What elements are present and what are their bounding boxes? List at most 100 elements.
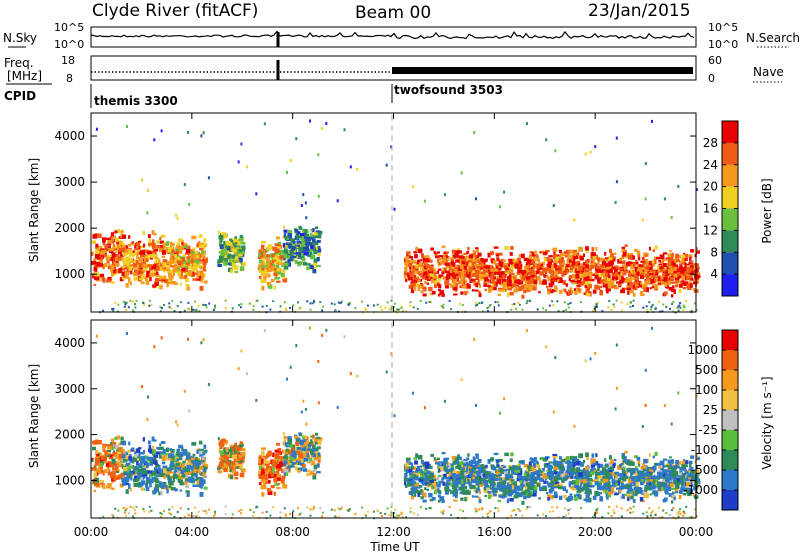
velocity-cell-6 [532,462,536,468]
velocity-cell-6 [454,456,459,461]
power-cell-3 [239,266,245,271]
power-cell-6 [565,249,570,255]
velocity-cell-2 [199,440,203,445]
power-cell-6 [688,262,693,265]
velocity-cell-3 [228,464,232,468]
power-cell-5 [301,241,306,245]
noise-frame [90,26,697,48]
power-cell-6 [608,278,613,282]
power-cell-0 [94,254,100,259]
velocity-cell-3 [240,451,246,457]
velocity-cell-1 [126,474,131,479]
velocity-cell-4 [261,491,265,497]
velocity-cell-0 [102,484,106,489]
power-cell-near [695,309,698,312]
power-cell-near [117,303,120,306]
power-cell-0 [102,277,106,283]
power-cell-1 [159,249,163,253]
power-cell-6 [424,271,428,276]
power-cell-6 [533,273,537,278]
velocity-cell-6 [471,478,477,484]
power-cell-6 [647,264,651,267]
power-cell-6 [444,284,449,289]
power-cell-6 [438,255,444,258]
power-cell-6 [498,288,504,292]
power-cell-6 [435,255,439,259]
velocity-cell-5 [316,463,320,468]
power-cell-6 [425,271,431,275]
velocity-cell-5 [306,472,310,477]
velocity-cell-4 [273,478,278,482]
power-cell-6 [604,283,608,288]
velocity-cell-5 [287,436,292,441]
power-cell-6 [530,252,534,256]
velocity-cell-5 [316,446,321,450]
power-cell-5 [293,256,297,259]
velocity-cell-5 [315,441,318,445]
velocity-cell-0 [120,461,123,464]
velocity-cell-1 [145,480,151,484]
power-cell-1 [130,254,133,257]
power-cell-6 [492,278,495,284]
velocity-cell-1 [155,451,160,455]
power-cell-6 [467,260,472,263]
power-cell-5 [294,229,299,232]
power-cell-3 [239,239,243,245]
power-cell-3 [218,235,224,240]
velocity-cell-6 [408,490,413,495]
velocity-cell-0 [106,485,111,489]
power-cell-near [388,308,391,310]
power-cell-6 [559,264,564,268]
velocity-cell-5 [303,468,308,472]
power-cell-6 [648,265,653,271]
velocity-cell-5 [309,448,314,451]
velocity-cell-6 [660,467,664,472]
power-cell-6 [493,287,497,291]
velocity-cell-2 [181,462,186,465]
velocity-cell-6 [679,489,683,494]
power-cell-6 [568,256,573,260]
velocity-cell-6 [557,476,563,481]
power-cell-6 [471,270,475,274]
power-cell-6 [669,257,672,261]
velocity-cell-6 [413,457,417,460]
power-cell-2 [173,269,179,272]
velocity-cell-6 [480,470,485,474]
power-cell-2 [190,251,195,254]
power-cell-sparse [317,194,320,198]
power-cell-6 [417,286,420,291]
power-cell-3 [238,253,243,257]
power-cell-6 [422,293,427,297]
power-cell-near [536,308,539,311]
power-cell-2 [191,266,195,269]
power-cell-near [646,309,649,312]
power-cell-near [595,303,598,306]
power-cell-6 [638,257,641,261]
power-cell-1 [140,281,144,284]
power-cell-6 [456,264,461,268]
power-cell-6 [622,270,627,276]
velocity-cell-1 [146,477,151,481]
power-cell-6 [454,250,459,255]
velocity-cell-1 [136,468,140,474]
power-cell-6 [440,260,444,265]
power-cell-2 [177,250,183,254]
power-cell-0 [104,262,107,265]
velocity-cell-3 [219,445,223,449]
velocity-cell-0 [100,456,105,461]
power-cell-4 [258,256,263,259]
power-cell-2 [181,240,184,245]
velocity-cell-2 [191,458,194,464]
velocity-cell-6 [578,494,582,500]
velocity-cell-1 [155,463,160,468]
velocity-cell-1 [138,473,143,478]
power-cell-1 [136,260,140,265]
velocity-cell-6 [671,478,674,483]
power-cell-1 [160,279,164,282]
velocity-cell-1 [140,477,144,482]
velocity-cell-4 [258,475,262,479]
power-cell-6 [517,269,523,273]
velocity-cell-6 [632,483,637,487]
velocity-cell-2 [185,484,189,489]
power-cell-3 [223,261,228,266]
